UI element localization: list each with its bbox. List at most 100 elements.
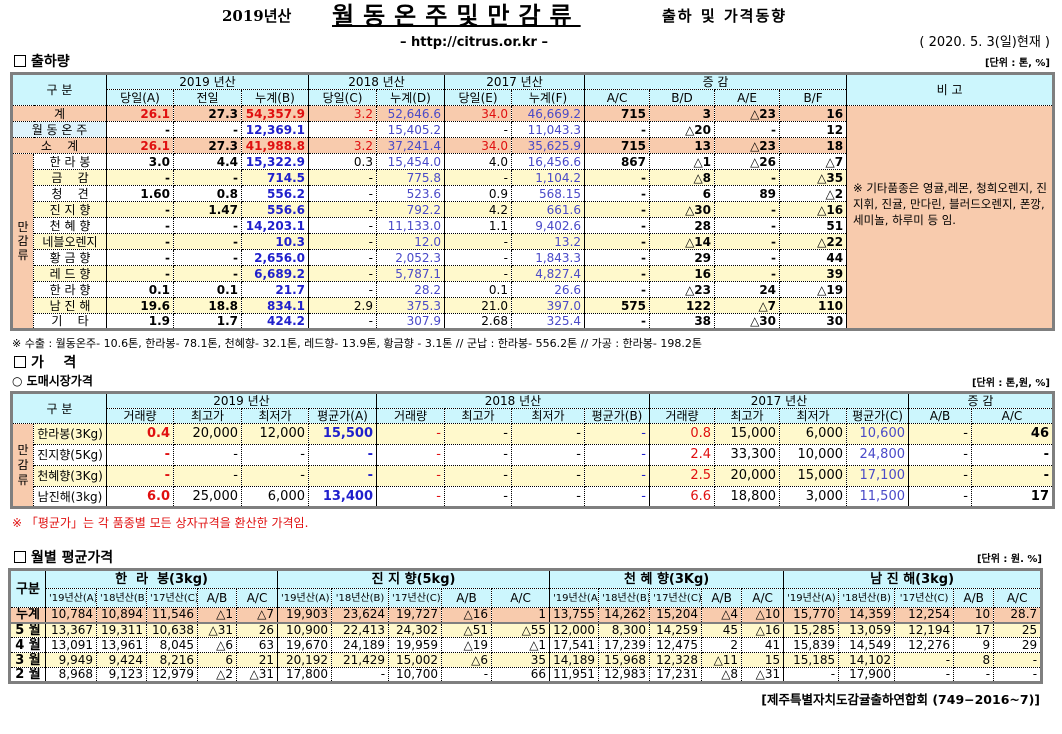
cell-value: 51	[779, 217, 848, 234]
remarks-cell: ※ 기타품종은 영귤,레몬, 청희오렌지, 진지휘, 진귤, 만다린, 블러드오…	[846, 105, 1055, 330]
cell-value: -	[714, 201, 781, 218]
cell-value: 25	[993, 622, 1043, 638]
cell-value: 46,669.2	[511, 105, 586, 122]
table-row: 레 드 향 - -6,689.2-5,787.1-4,827.4-16-39	[12, 265, 1054, 282]
cell-value: 10,600	[846, 423, 909, 445]
cell-value: 41,988.8	[240, 137, 310, 154]
cell-value: -	[376, 486, 445, 508]
cell-value: 13,961	[96, 637, 147, 653]
division-header: 구분	[9, 569, 46, 608]
cell-value: △1	[649, 153, 716, 170]
cell-value: 0.1	[444, 281, 513, 298]
cell-value: 15,000	[714, 423, 780, 445]
cell-value: 8,968	[45, 667, 97, 683]
cell-value: 9,424	[96, 652, 147, 668]
group-label-char: 류	[17, 472, 29, 487]
row-label: 한 라 봉	[33, 153, 107, 170]
shipment-footnote: ※ 수출 : 월동온주- 10.6톤, 한라봉- 78.1톤, 천혜향- 32.…	[12, 337, 702, 350]
cell-value: 775.8	[376, 169, 446, 186]
column-header: 최저가	[779, 408, 847, 424]
cell-value: △31	[741, 667, 785, 683]
change-header: 증 감	[908, 392, 1054, 409]
cell-value: 15,322.9	[240, 153, 310, 170]
cell-value: 3.2	[308, 105, 378, 122]
cell-value: △16	[441, 607, 493, 623]
row-label: 진지향(5Kg)	[33, 444, 107, 466]
cell-value: 15,500	[308, 423, 377, 445]
column-header: '19년산(A)	[277, 588, 333, 608]
cell-value: 10	[953, 607, 995, 623]
column-header: 누계(B)	[240, 89, 310, 106]
cell-value: △22	[779, 233, 848, 250]
cell-value: 21.7	[240, 281, 310, 298]
month-label: 5 월	[9, 622, 46, 638]
average-price-note: ※ 「평균가」는 각 품종별 모든 상자규격을 환산한 가격임.	[12, 516, 309, 530]
row-label: 천 혜 향	[33, 217, 107, 234]
cell-value: -	[444, 486, 512, 508]
column-header: 거래량	[376, 408, 445, 424]
cell-value: 33,300	[714, 444, 780, 466]
column-header: 최고가	[714, 408, 780, 424]
group-label-char: 감	[17, 234, 29, 248]
cell-value: 8,216	[146, 652, 198, 668]
cell-value: 52,646.6	[376, 105, 446, 122]
cell-value: 13,059	[838, 622, 896, 638]
column-header: A/C	[235, 588, 279, 608]
table-row: 4 월 13,091 13,961 8,045 △6 63 19,670 24,189 19,9…	[9, 637, 1043, 653]
cell-value: 4.0	[444, 153, 513, 170]
month-label: 누계	[9, 607, 46, 623]
cell-value: △6	[197, 637, 237, 653]
column-header: A/E	[714, 89, 781, 106]
cell-value: 25,000	[173, 486, 242, 508]
column-header: 최저가	[241, 408, 309, 424]
cell-value: 10.3	[240, 233, 310, 250]
cell-value: -	[908, 465, 972, 487]
year-header-2017: 2017 년산	[649, 392, 909, 409]
row-label: 네블오렌지	[33, 233, 107, 250]
cell-value: -	[241, 444, 309, 466]
column-header: '18년산(B)	[598, 588, 651, 608]
row-label: 월 동 온 주	[11, 121, 107, 138]
cell-value: 39	[779, 265, 848, 282]
cell-value: 6.0	[106, 486, 174, 508]
variety-group-header: 남 진 해(3kg)	[783, 569, 1043, 589]
monthly-unit: [단위 : 원. %]	[976, 554, 1042, 565]
column-header: A/C	[584, 89, 651, 106]
cell-value: 6	[649, 185, 716, 202]
cell-value: 19,959	[388, 637, 443, 653]
column-header: A/C	[971, 408, 1054, 424]
cell-value: 2.5	[649, 465, 715, 487]
cell-value: 12,276	[894, 637, 955, 653]
cell-value: 26.1	[106, 105, 174, 122]
column-header: B/F	[779, 89, 848, 106]
column-header: '17년산(C)	[894, 588, 955, 608]
cell-value: 24,302	[388, 622, 443, 638]
cell-value: 15,185	[783, 652, 840, 668]
column-header: 평균가(B)	[584, 408, 650, 424]
report-title: 월동온주및만감류	[332, 2, 581, 30]
cell-value: 24	[714, 281, 781, 298]
cell-value: 10,700	[388, 667, 443, 683]
cell-value: 6,000	[779, 423, 847, 445]
cell-value: △4	[701, 607, 743, 623]
table-row: 천 혜 향 - -14,203.1-11,133.0 1.1 9,402.6-28-51	[12, 217, 1054, 234]
cell-value: -	[584, 169, 651, 186]
cell-value: △19	[441, 637, 493, 653]
cell-value: 13,091	[45, 637, 97, 653]
cell-value: -	[584, 121, 651, 138]
cell-value: -	[444, 465, 512, 487]
cell-value: -	[173, 169, 242, 186]
cell-value: 12,328	[649, 652, 703, 668]
cell-value: 21,429	[331, 652, 390, 668]
cell-value: 17,100	[846, 465, 909, 487]
cell-value: -	[714, 217, 781, 234]
cell-value: -	[584, 281, 651, 298]
cell-value: 0.1	[106, 281, 174, 298]
column-header: '19년산(A)	[549, 588, 600, 608]
cell-value: -	[444, 169, 513, 186]
cell-value: △7	[779, 153, 848, 170]
year-header-2018: 2018 년산	[308, 73, 446, 90]
cell-value: 714.5	[240, 169, 310, 186]
cell-value: △23	[714, 105, 781, 122]
cell-value: -	[173, 217, 242, 234]
